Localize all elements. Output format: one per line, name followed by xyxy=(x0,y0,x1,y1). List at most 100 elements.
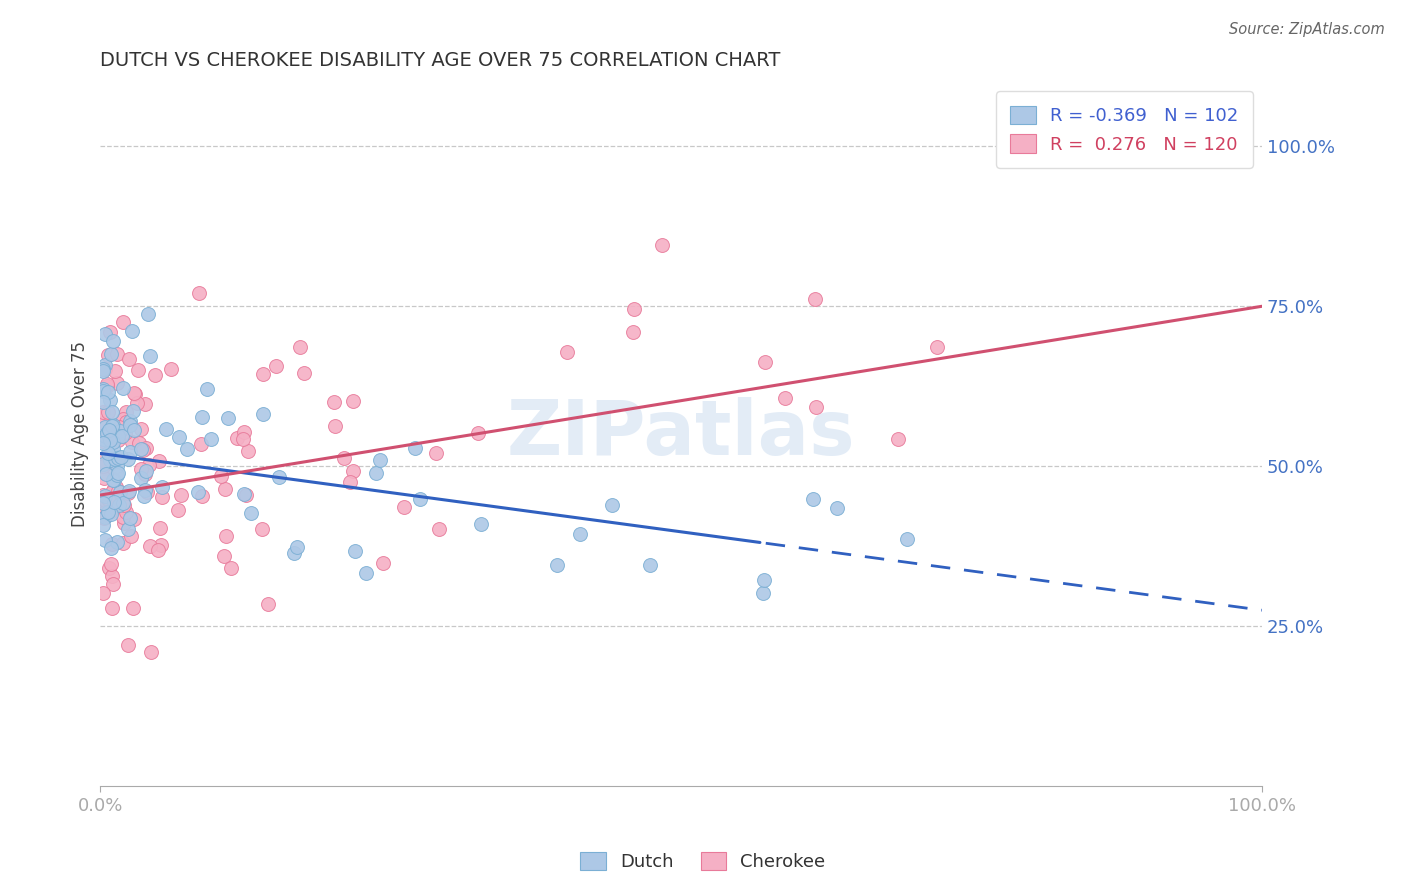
Point xyxy=(887,432,910,446)
Point xyxy=(136,307,159,321)
Point xyxy=(150,538,173,552)
Point xyxy=(190,489,212,503)
Point xyxy=(124,423,146,437)
Point xyxy=(825,501,848,516)
Point xyxy=(101,569,124,583)
Point xyxy=(101,418,124,433)
Point xyxy=(105,480,128,494)
Point xyxy=(129,421,152,435)
Point xyxy=(118,417,141,432)
Point xyxy=(232,432,254,446)
Point xyxy=(804,400,827,414)
Point xyxy=(118,351,141,366)
Point xyxy=(392,500,415,515)
Point xyxy=(209,468,232,483)
Point xyxy=(773,391,796,405)
Point xyxy=(100,484,122,499)
Point xyxy=(114,505,136,519)
Point xyxy=(91,364,114,378)
Point xyxy=(111,509,134,524)
Point xyxy=(100,347,122,361)
Point xyxy=(803,292,825,306)
Point xyxy=(104,452,127,467)
Point xyxy=(754,573,776,587)
Point xyxy=(103,497,125,511)
Point xyxy=(124,387,146,401)
Point xyxy=(252,368,274,382)
Point xyxy=(103,427,125,442)
Point xyxy=(232,487,254,501)
Point xyxy=(322,394,344,409)
Point xyxy=(927,340,949,354)
Point xyxy=(135,442,157,456)
Point xyxy=(103,473,125,487)
Point xyxy=(366,466,388,480)
Point xyxy=(404,441,426,455)
Point xyxy=(91,458,114,473)
Point xyxy=(96,491,118,506)
Point xyxy=(288,340,311,354)
Point xyxy=(91,518,114,533)
Point xyxy=(332,451,354,466)
Point xyxy=(214,528,236,542)
Point xyxy=(118,445,141,459)
Point xyxy=(117,639,139,653)
Point xyxy=(169,488,191,502)
Point xyxy=(111,536,134,550)
Point xyxy=(623,301,645,316)
Point xyxy=(93,395,115,409)
Point xyxy=(108,420,131,434)
Point xyxy=(101,577,124,591)
Point xyxy=(94,505,117,519)
Point xyxy=(100,557,122,571)
Point xyxy=(148,454,170,468)
Point xyxy=(96,379,118,393)
Point xyxy=(121,434,143,449)
Point xyxy=(149,521,172,535)
Point xyxy=(129,442,152,456)
Point xyxy=(107,483,129,498)
Point xyxy=(91,432,114,446)
Point xyxy=(754,355,776,369)
Point xyxy=(344,544,367,558)
Point xyxy=(111,429,134,443)
Point xyxy=(752,585,775,599)
Point xyxy=(91,487,114,501)
Point xyxy=(638,558,661,573)
Point xyxy=(190,436,212,450)
Point xyxy=(122,386,145,401)
Point xyxy=(896,532,918,546)
Point xyxy=(342,464,364,478)
Point xyxy=(97,405,120,419)
Point xyxy=(100,405,122,419)
Point xyxy=(94,533,117,548)
Point xyxy=(93,461,115,475)
Point xyxy=(111,315,134,329)
Point xyxy=(101,334,124,349)
Point xyxy=(117,452,139,467)
Point xyxy=(98,423,121,437)
Point xyxy=(134,397,156,411)
Legend: R = -0.369   N = 102, R =  0.276   N = 120: R = -0.369 N = 102, R = 0.276 N = 120 xyxy=(995,91,1253,168)
Point xyxy=(132,442,155,457)
Point xyxy=(107,466,129,480)
Point xyxy=(138,539,160,553)
Point xyxy=(94,358,117,372)
Point xyxy=(91,362,114,376)
Point xyxy=(219,561,242,575)
Point xyxy=(569,526,592,541)
Point xyxy=(256,597,278,611)
Point xyxy=(139,645,162,659)
Point xyxy=(127,363,149,377)
Point xyxy=(143,368,166,382)
Point xyxy=(195,382,218,396)
Point xyxy=(91,458,114,472)
Point xyxy=(169,430,191,444)
Point xyxy=(101,435,124,450)
Point xyxy=(98,393,121,408)
Text: ZIPatlas: ZIPatlas xyxy=(506,397,855,471)
Point xyxy=(128,436,150,450)
Point xyxy=(98,325,121,339)
Point xyxy=(323,419,346,434)
Point xyxy=(112,412,135,426)
